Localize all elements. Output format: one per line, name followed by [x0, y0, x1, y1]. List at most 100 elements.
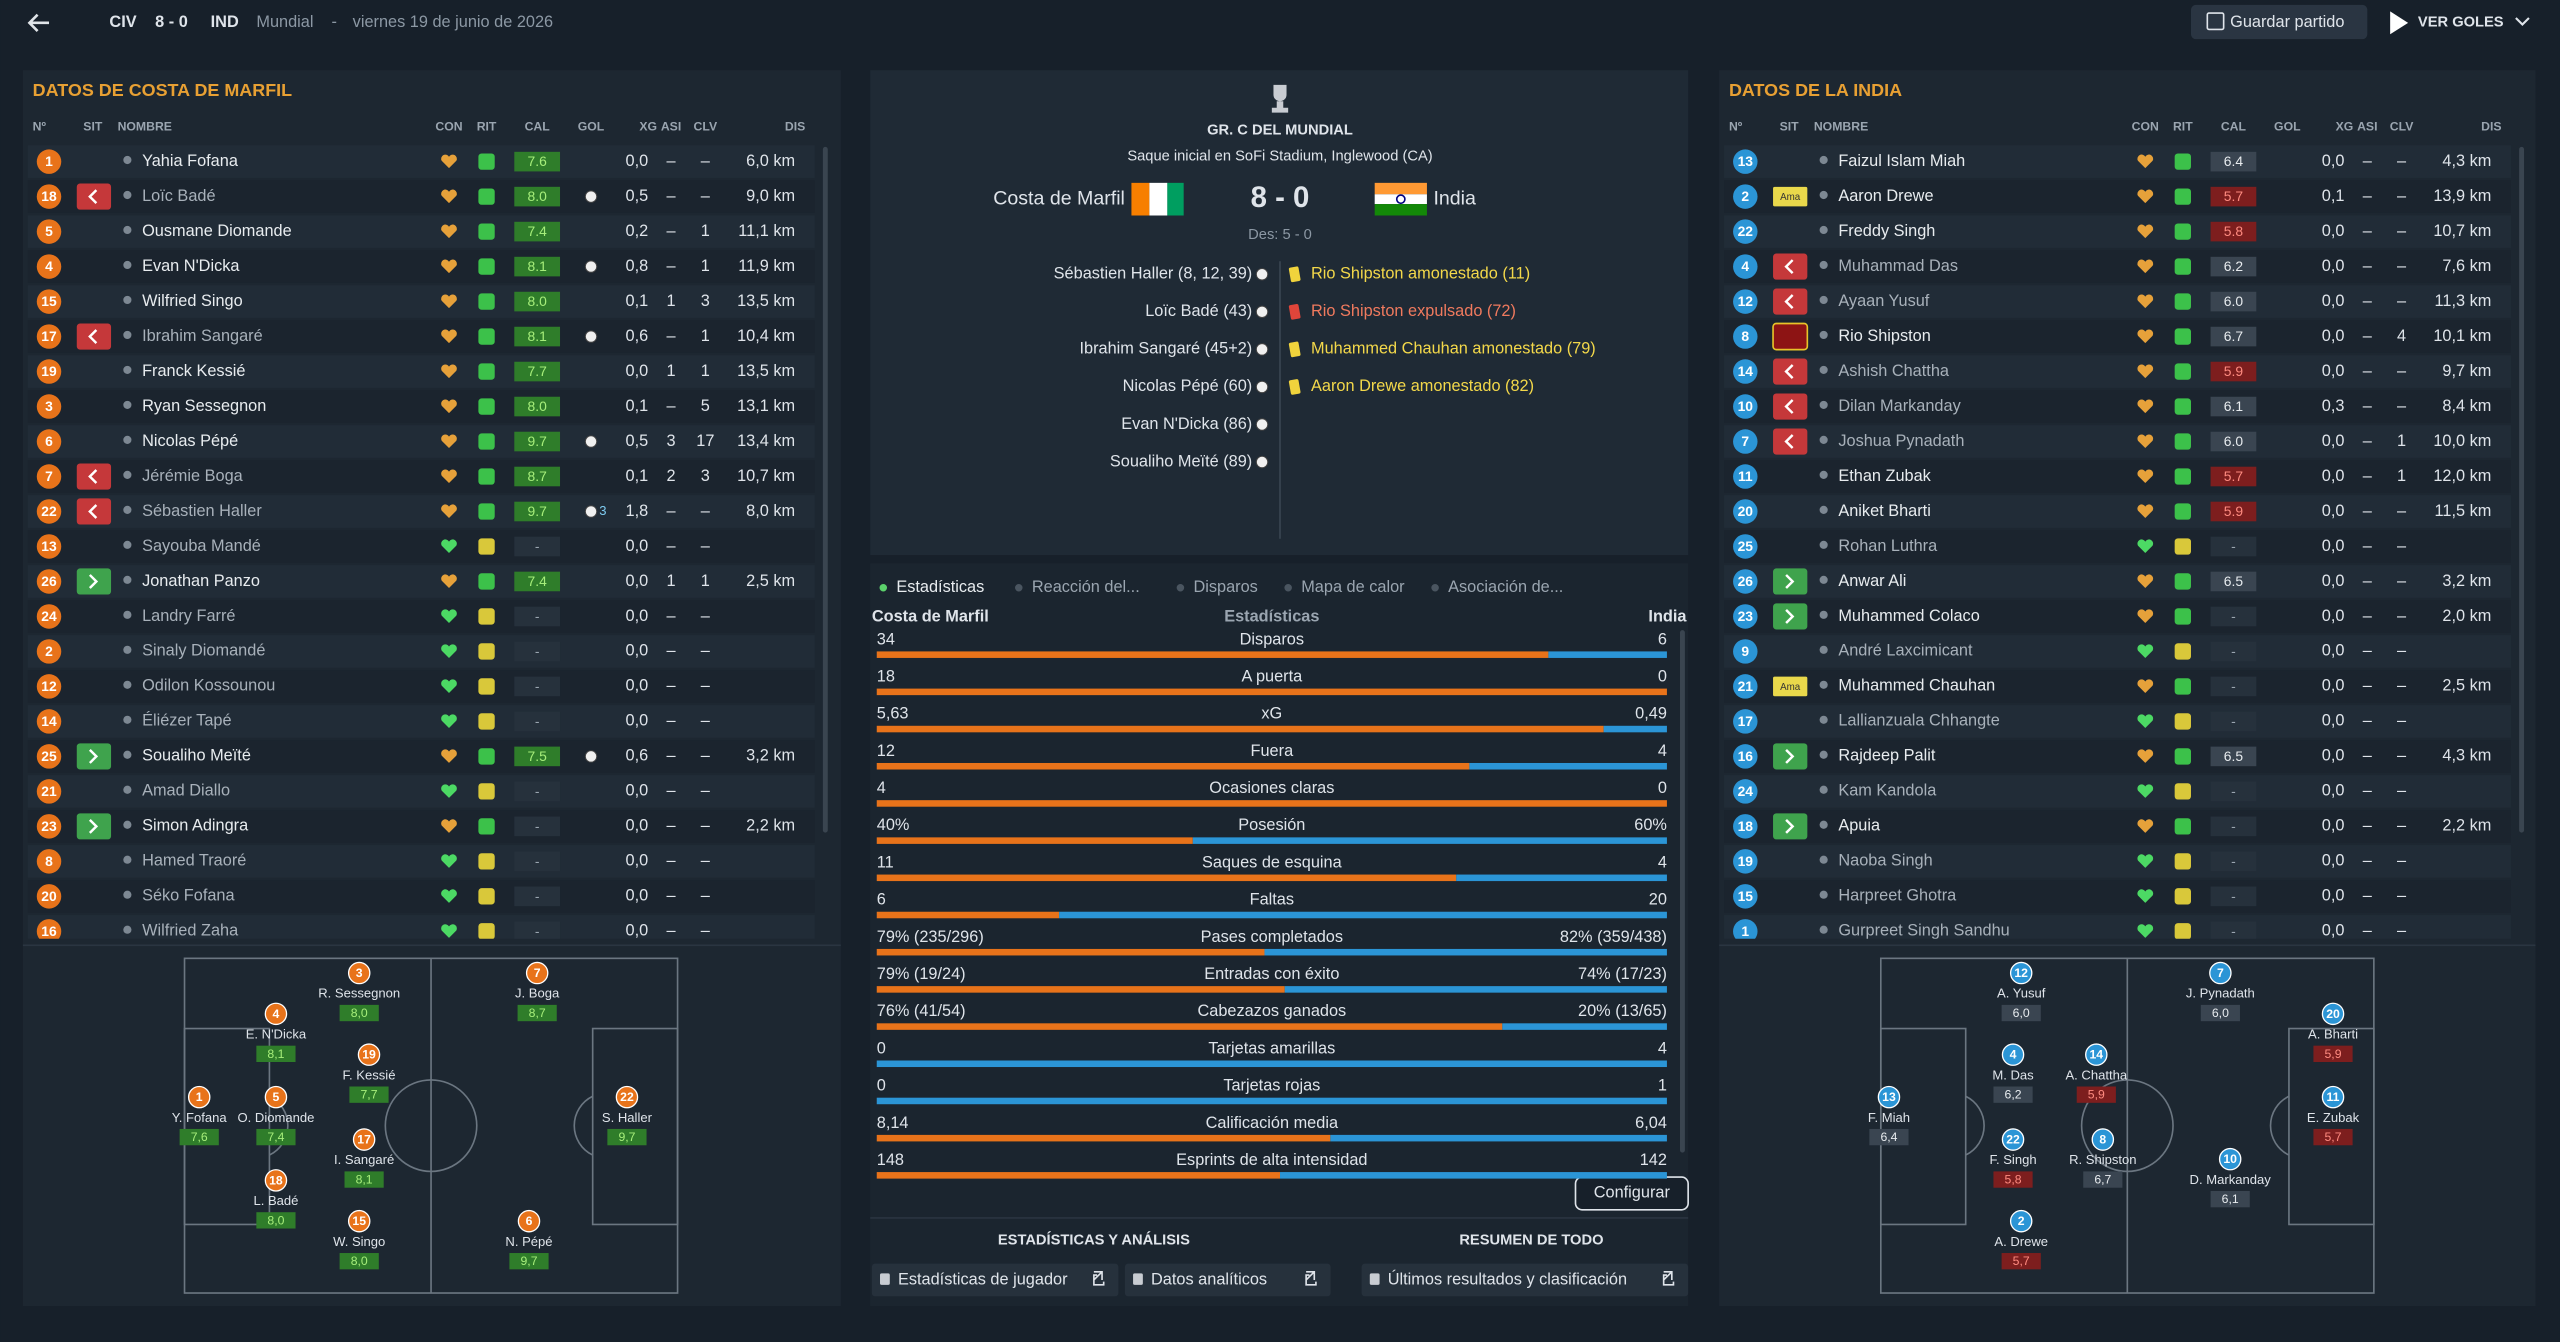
player-row[interactable]: [1724, 180, 2511, 213]
pitch-player[interactable]: [2009, 961, 2033, 985]
link-button[interactable]: [871, 1263, 1119, 1297]
player-name[interactable]: Sébastien Haller: [142, 502, 262, 520]
pitch-player[interactable]: [517, 1209, 541, 1233]
pitch-player[interactable]: [2085, 1043, 2108, 1066]
pitch-player[interactable]: [264, 1085, 288, 1109]
player-name[interactable]: Loïc Badé: [142, 187, 215, 205]
player-row[interactable]: [27, 845, 815, 878]
player-name[interactable]: Rajdeep Palit: [1838, 747, 1935, 765]
player-row[interactable]: [1724, 600, 2511, 633]
pitch-player[interactable]: [352, 1128, 376, 1151]
link-label[interactable]: Datos analíticos: [1151, 1270, 1267, 1288]
player-name[interactable]: Séko Fofana: [142, 887, 235, 905]
pitch-player[interactable]: [525, 961, 549, 985]
pitch-player[interactable]: [357, 1043, 381, 1066]
player-name[interactable]: Ousmane Diomande: [142, 222, 292, 240]
player-name[interactable]: Naoba Singh: [1838, 852, 1932, 870]
player-row[interactable]: [1724, 320, 2511, 353]
player-row[interactable]: [1724, 425, 2511, 458]
pitch-player[interactable]: [347, 1209, 371, 1233]
pitch-player[interactable]: [2009, 1209, 2033, 1233]
player-name[interactable]: Muhammad Das: [1838, 257, 1958, 275]
tab[interactable]: Asociación de...: [1448, 578, 1563, 596]
player-row[interactable]: [27, 215, 815, 248]
tab[interactable]: Disparos: [1193, 578, 1257, 596]
link-label[interactable]: Últimos resultados y clasificación: [1388, 1269, 1627, 1288]
player-name[interactable]: Aaron Drewe: [1838, 187, 1933, 205]
player-row[interactable]: [27, 425, 815, 458]
pitch-player[interactable]: [347, 961, 371, 985]
link-button[interactable]: [1124, 1263, 1331, 1297]
pitch-player[interactable]: [2321, 1002, 2345, 1026]
player-name[interactable]: Gurpreet Singh Sandhu: [1838, 922, 2009, 940]
player-row[interactable]: [27, 320, 815, 353]
player-row[interactable]: [27, 705, 815, 738]
player-name[interactable]: Anwar Ali: [1838, 572, 1906, 590]
player-row[interactable]: [27, 355, 815, 388]
player-name[interactable]: Landry Farré: [142, 607, 235, 625]
pitch-player[interactable]: [264, 1169, 288, 1192]
player-name[interactable]: Odilon Kossounou: [142, 677, 275, 695]
player-name[interactable]: Franck Kessié: [142, 362, 245, 380]
player-name[interactable]: Rio Shipston: [1838, 327, 1931, 345]
player-name[interactable]: Harpreet Ghotra: [1838, 887, 1957, 905]
player-row[interactable]: [27, 530, 815, 563]
player-row[interactable]: [1724, 215, 2511, 248]
player-row[interactable]: [27, 250, 815, 283]
pitch-player[interactable]: [1877, 1085, 1901, 1109]
player-name[interactable]: Sinaly Diomandé: [142, 642, 265, 660]
player-row[interactable]: [27, 915, 815, 948]
player-row[interactable]: [1724, 460, 2511, 493]
player-name[interactable]: Joshua Pynadath: [1838, 432, 1964, 450]
player-name[interactable]: Jérémie Boga: [142, 467, 244, 485]
goals-button[interactable]: VER GOLES: [2418, 15, 2504, 31]
player-name[interactable]: Aniket Bharti: [1838, 502, 1930, 520]
player-name[interactable]: Éliézer Tapé: [142, 711, 231, 730]
tab[interactable]: Estadísticas: [896, 578, 984, 596]
player-row[interactable]: [27, 285, 815, 318]
pitch-player[interactable]: [187, 1085, 211, 1109]
player-row[interactable]: [1724, 670, 2511, 703]
player-name[interactable]: Ashish Chattha: [1838, 362, 1950, 380]
player-name[interactable]: Soualiho Meïté: [142, 747, 251, 765]
player-row[interactable]: [1724, 705, 2511, 738]
player-row[interactable]: [27, 180, 815, 213]
player-name[interactable]: Ayaan Yusuf: [1838, 292, 1929, 310]
play-icon[interactable]: [2390, 11, 2409, 35]
player-name[interactable]: Amad Diallo: [142, 782, 230, 800]
player-name[interactable]: Ibrahim Sangaré: [142, 327, 263, 345]
player-name[interactable]: Ethan Zubak: [1838, 467, 1931, 485]
player-name[interactable]: Yahia Fofana: [142, 152, 239, 170]
save-button[interactable]: [2190, 4, 2368, 40]
pitch-player[interactable]: [2218, 1147, 2242, 1171]
player-name[interactable]: Wilfried Zaha: [142, 922, 239, 940]
link-label[interactable]: Estadísticas de jugador: [898, 1270, 1068, 1288]
pitch-player[interactable]: [615, 1085, 639, 1109]
player-name[interactable]: Sayouba Mandé: [142, 537, 261, 555]
player-row[interactable]: [1724, 250, 2511, 283]
player-row[interactable]: [27, 145, 815, 178]
player-row[interactable]: [27, 810, 815, 843]
player-name[interactable]: Evan N'Dicka: [142, 257, 240, 275]
player-name[interactable]: Hamed Traoré: [142, 852, 246, 870]
player-name[interactable]: André Laxcimicant: [1838, 642, 1973, 660]
configure-label[interactable]: Configurar: [1594, 1184, 1671, 1202]
player-row[interactable]: [1724, 530, 2511, 563]
player-name[interactable]: Jonathan Panzo: [142, 572, 260, 590]
player-row[interactable]: [1724, 145, 2511, 178]
player-name[interactable]: Muhammed Chauhan: [1838, 677, 1995, 695]
pitch-player[interactable]: [2321, 1085, 2345, 1109]
player-name[interactable]: Lallianzuala Chhangte: [1838, 712, 1999, 730]
player-row[interactable]: [1724, 880, 2511, 913]
player-row[interactable]: [1724, 845, 2511, 878]
pitch-player[interactable]: [264, 1002, 288, 1026]
player-row[interactable]: [1724, 915, 2511, 948]
tab[interactable]: Reacción del...: [1032, 578, 1140, 596]
player-row[interactable]: [1724, 390, 2511, 423]
player-row[interactable]: [1724, 740, 2511, 773]
player-row[interactable]: [27, 565, 815, 598]
player-row[interactable]: [1724, 355, 2511, 388]
player-name[interactable]: Nicolas Pépé: [142, 432, 238, 450]
player-row[interactable]: [1724, 495, 2511, 528]
player-row[interactable]: [1724, 285, 2511, 318]
